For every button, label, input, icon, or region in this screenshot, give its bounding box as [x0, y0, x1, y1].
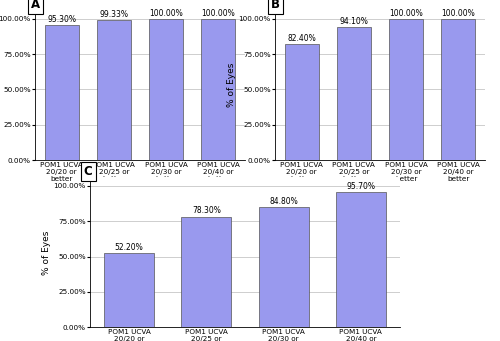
Text: 94.10%: 94.10% [340, 17, 368, 26]
Text: B: B [271, 0, 280, 11]
Bar [284, 44, 318, 160]
Bar [97, 20, 131, 160]
Bar [442, 19, 476, 160]
Bar [104, 253, 154, 327]
Text: 95.30%: 95.30% [47, 15, 76, 24]
Text: 95.70%: 95.70% [346, 182, 376, 191]
Bar [389, 19, 423, 160]
Bar [336, 192, 386, 327]
Bar [337, 27, 371, 160]
Text: 100.00%: 100.00% [202, 9, 235, 18]
Bar [258, 207, 308, 327]
Text: 99.33%: 99.33% [100, 10, 128, 18]
Text: C: C [84, 165, 92, 178]
Text: 100.00%: 100.00% [390, 9, 423, 18]
Text: 78.30%: 78.30% [192, 206, 221, 216]
Bar [182, 217, 232, 327]
Text: 84.80%: 84.80% [269, 197, 298, 206]
Bar [44, 25, 78, 160]
Y-axis label: % of Eyes: % of Eyes [42, 230, 51, 275]
Text: 82.40%: 82.40% [287, 33, 316, 43]
Text: A: A [31, 0, 40, 11]
Text: 52.20%: 52.20% [115, 243, 143, 252]
Y-axis label: % of Eyes: % of Eyes [227, 63, 236, 107]
Bar [149, 19, 183, 160]
Text: 100.00%: 100.00% [442, 9, 476, 18]
Text: 100.00%: 100.00% [150, 9, 183, 18]
Bar [202, 19, 235, 160]
